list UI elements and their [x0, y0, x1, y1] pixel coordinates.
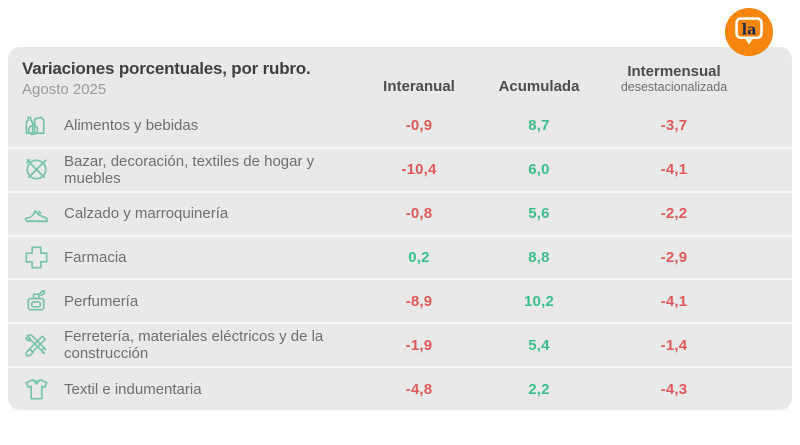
groceries-icon	[8, 110, 64, 141]
perfume-icon	[8, 286, 64, 317]
page-title: Variaciones porcentuales, por rubro.	[22, 58, 311, 78]
row-label: Bazar, decoración, textiles de hogar y m…	[64, 152, 315, 187]
table-row-alimentos: Alimentos y bebidas -0,9 8,7 -3,7	[8, 105, 792, 147]
value-intermensual: -3,7	[660, 117, 688, 135]
value-intermensual: -2,9	[660, 249, 688, 266]
table-row-calzado: Calzado y marroquinería -0,8 5,6 -2,2	[8, 190, 792, 235]
value-acumulada: 10,2	[524, 292, 554, 310]
value-intermensual: -4,1	[660, 161, 688, 179]
table-header: Variaciones porcentuales, por rubro. Ago…	[8, 47, 792, 105]
value-interanual: -4,8	[405, 380, 433, 398]
value-interanual: -0,9	[405, 117, 433, 135]
value-intermensual: -4,1	[660, 292, 688, 310]
page-subtitle: Agosto 2025	[22, 80, 107, 98]
value-acumulada: 6,0	[528, 161, 550, 179]
column-header-label: Acumulada	[498, 77, 580, 95]
table-row-textil: Textil e indumentaria -4,8 2,2 -4,3	[8, 366, 792, 410]
tableware-icon	[8, 154, 64, 185]
column-header-acumulada: Acumulada	[474, 77, 604, 100]
value-acumulada: 8,8	[528, 249, 550, 266]
column-header-label: Intermensual	[627, 62, 721, 80]
column-header-label: Interanual	[383, 77, 455, 95]
row-label: Ferretería, materiales eléctricos y de l…	[64, 328, 324, 363]
table-body: Alimentos y bebidas -0,9 8,7 -3,7 Bazar,…	[8, 105, 792, 410]
value-acumulada: 5,6	[528, 205, 550, 223]
value-intermensual: -4,3	[660, 380, 688, 398]
value-interanual: 0,2	[408, 249, 430, 266]
shoe-icon	[8, 198, 64, 229]
value-interanual: -8,9	[405, 292, 433, 310]
logo-text: la	[742, 21, 757, 38]
row-label: Alimentos y bebidas	[64, 117, 199, 135]
table-row-perfumeria: Perfumería -8,9 10,2 -4,1	[8, 278, 792, 322]
table-row-ferreteria: Ferretería, materiales eléctricos y de l…	[8, 322, 792, 366]
table-row-farmacia: Farmacia 0,2 8,8 -2,9	[8, 234, 792, 279]
value-interanual: -10,4	[401, 161, 437, 179]
value-acumulada: 2,2	[528, 380, 550, 398]
row-label: Calzado y marroquinería	[64, 205, 229, 223]
value-intermensual: -2,2	[660, 205, 688, 223]
title-block: Variaciones porcentuales, por rubro. Ago…	[22, 49, 364, 98]
pharmacy-cross-icon	[8, 242, 64, 273]
value-interanual: -1,9	[405, 336, 433, 354]
column-header-sublabel: desestacionalizada	[620, 80, 728, 95]
value-acumulada: 5,4	[528, 336, 550, 354]
row-label: Perfumería	[64, 292, 139, 310]
column-header-interanual: Interanual	[364, 77, 474, 100]
row-label: Textil e indumentaria	[64, 380, 202, 398]
value-intermensual: -1,4	[660, 336, 688, 354]
value-acumulada: 8,7	[528, 117, 550, 135]
value-interanual: -0,8	[405, 205, 433, 223]
variations-table-card: Variaciones porcentuales, por rubro. Ago…	[8, 47, 792, 410]
tools-icon	[8, 330, 64, 361]
brand-logo: la	[724, 7, 774, 57]
table-row-bazar: Bazar, decoración, textiles de hogar y m…	[8, 146, 792, 191]
tshirt-icon	[8, 374, 64, 405]
column-header-intermensual: Intermensual desestacionalizada	[604, 62, 744, 99]
row-label: Farmacia	[64, 249, 127, 266]
